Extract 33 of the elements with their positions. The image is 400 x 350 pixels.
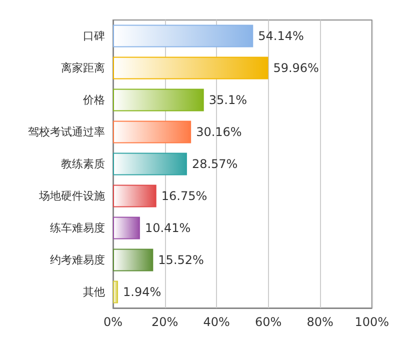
x-tick-label: 0% <box>103 315 123 329</box>
data-label: 30.16% <box>196 125 242 139</box>
y-tick-label: 场地硬件设施 <box>38 190 105 202</box>
bar <box>113 280 118 304</box>
bar <box>113 24 254 48</box>
bar <box>113 248 154 272</box>
y-tick-label: 约考难易度 <box>50 254 105 266</box>
bar <box>113 88 204 112</box>
data-label: 10.41% <box>144 221 191 235</box>
x-tick-label: 80% <box>306 315 334 329</box>
x-tick-label: 100% <box>354 315 390 329</box>
bar <box>113 184 156 208</box>
y-tick-label: 其他 <box>83 286 105 298</box>
bar <box>113 216 140 240</box>
bar <box>113 152 187 176</box>
y-tick-label: 练车难易度 <box>50 222 105 234</box>
y-tick-label: 教练素质 <box>61 158 105 170</box>
data-label: 28.57% <box>192 157 238 171</box>
x-tick-label: 20% <box>151 315 178 329</box>
data-label: 35.1% <box>208 93 247 107</box>
y-tick-label: 价格 <box>82 94 105 106</box>
x-tick-label: 40% <box>203 315 230 329</box>
bar <box>113 120 192 144</box>
y-tick-label: 口碑 <box>83 30 105 42</box>
data-label: 15.52% <box>158 253 204 267</box>
data-label: 16.75% <box>161 189 208 203</box>
data-label: 59.96% <box>273 61 319 75</box>
x-tick-label: 60% <box>254 315 282 329</box>
y-tick-label: 驾校考试通过率 <box>28 126 105 138</box>
data-label: 1.94% <box>123 285 162 299</box>
data-label: 54.14% <box>258 29 304 43</box>
y-tick-label: 离家距离 <box>61 62 105 74</box>
bar <box>113 56 268 80</box>
